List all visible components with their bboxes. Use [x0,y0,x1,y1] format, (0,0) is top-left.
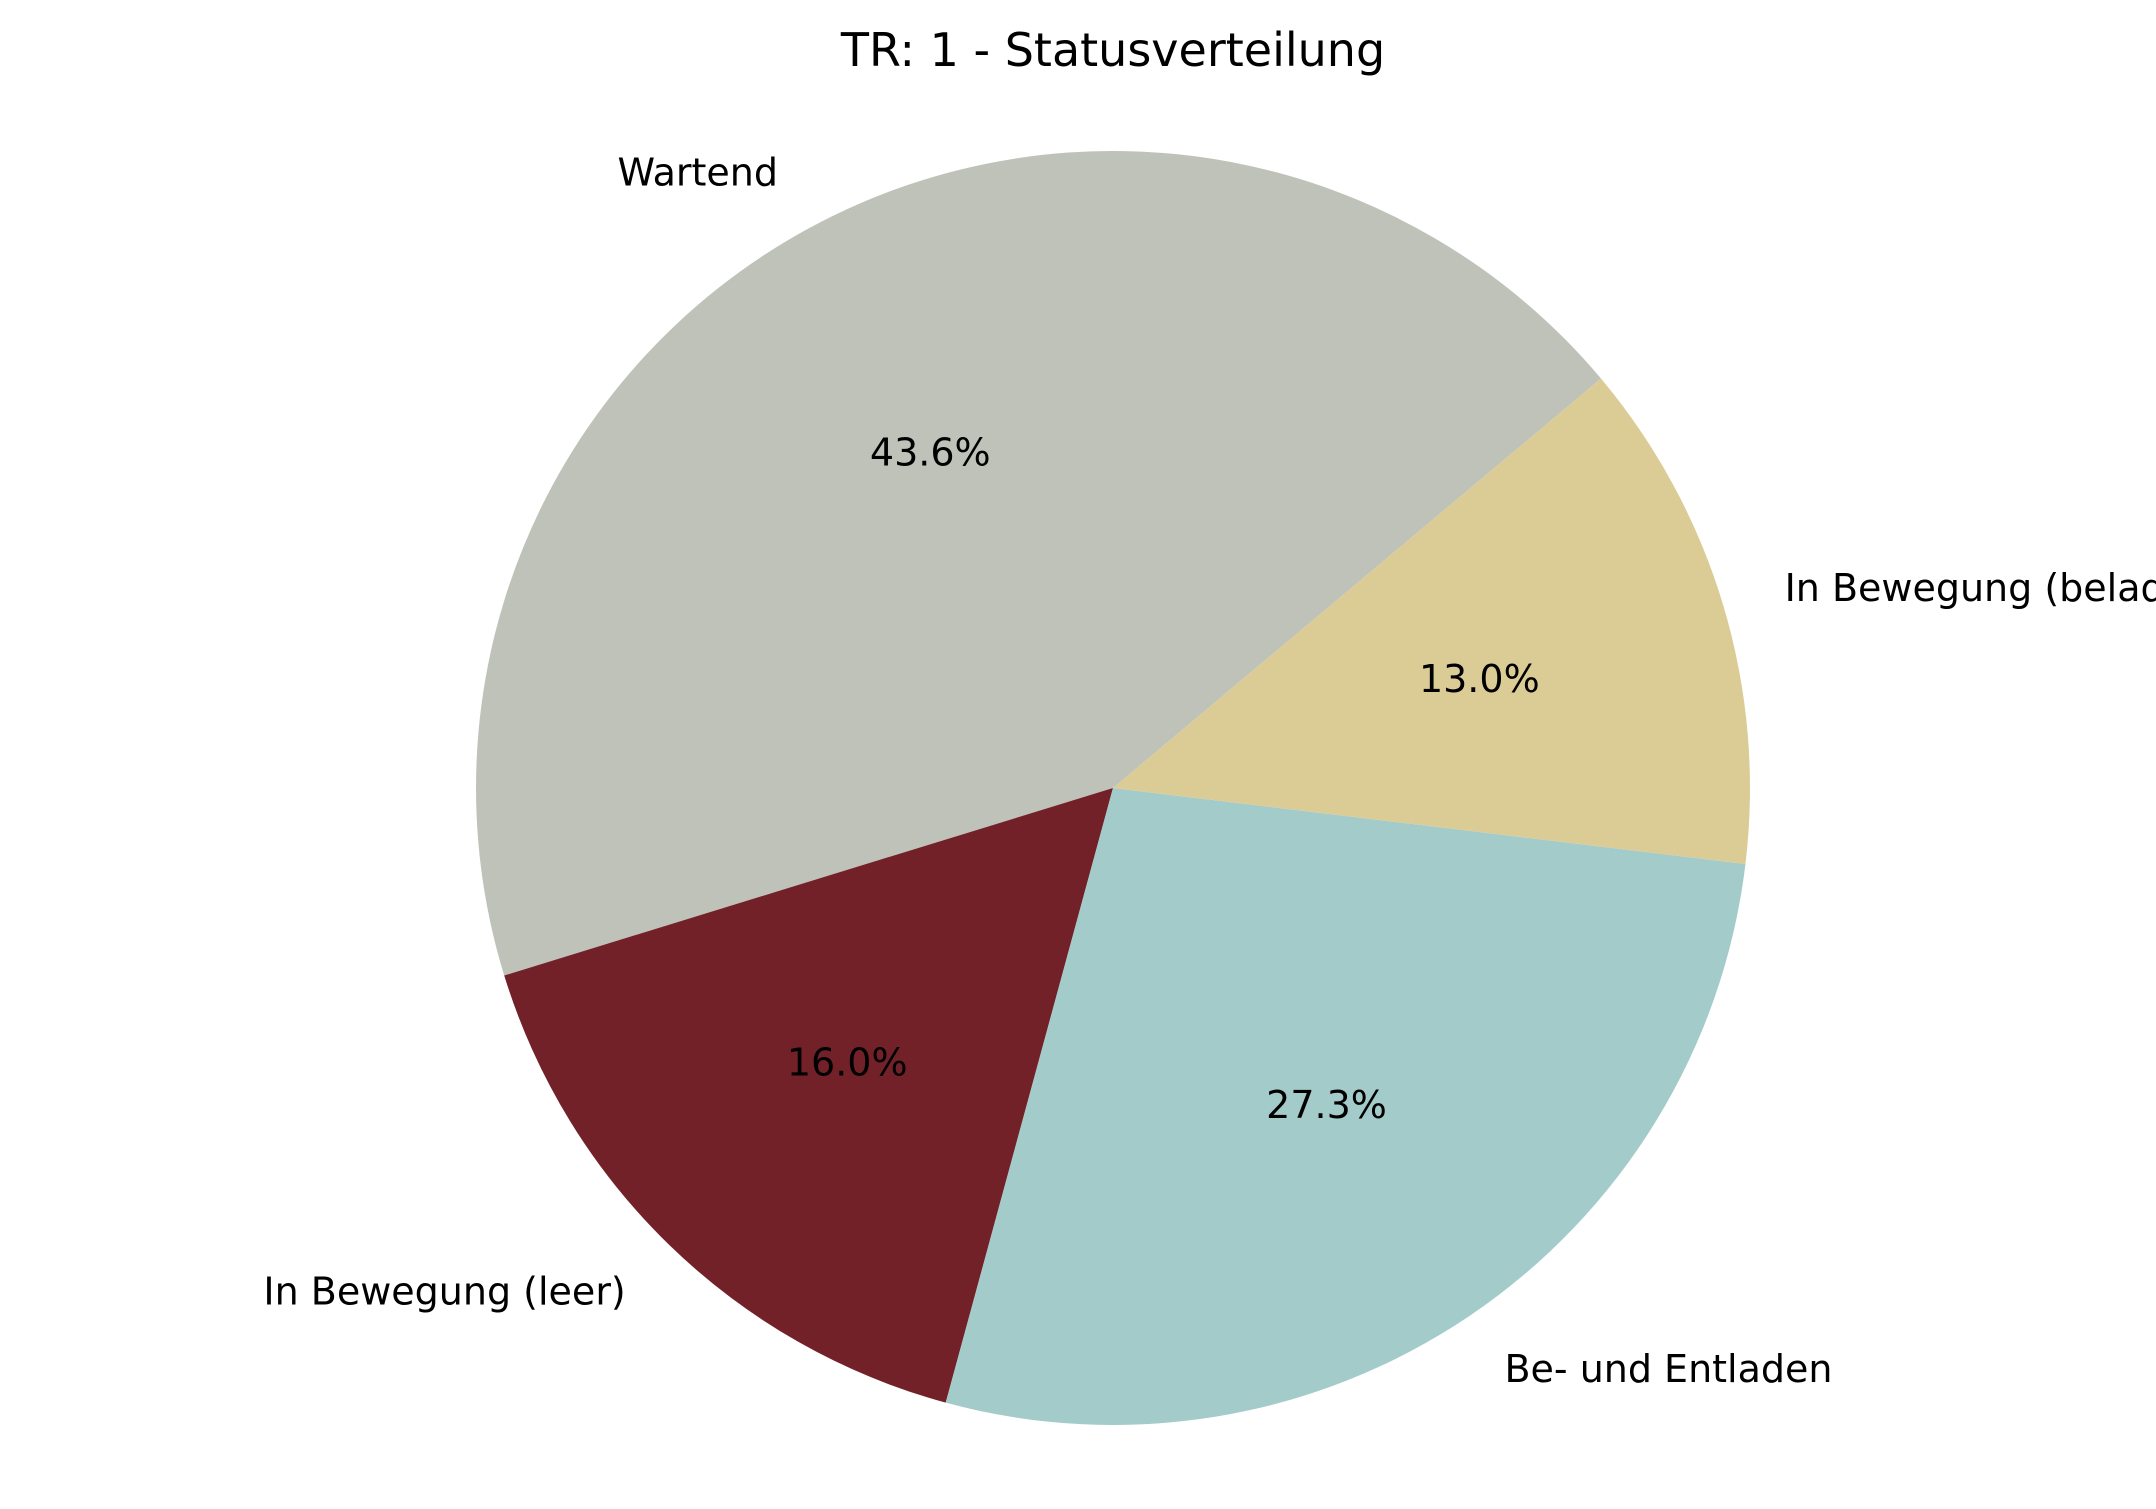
pie-category-label: In Bewegung (leer) [263,1270,625,1314]
pie-slice-2 [504,788,1113,1403]
pie-slice-3 [945,788,1746,1425]
pie-category-label: Be- und Entladen [1504,1347,1832,1391]
chart-title: TR: 1 - Statusverteilung [840,23,1385,77]
pie-pct-label: 16.0% [787,1041,908,1085]
pie-category-label: Wartend [617,151,778,195]
slices-layer [475,150,1750,1425]
pie-pct-label: 43.6% [870,430,991,474]
pie-slice-4 [1113,378,1750,864]
pie-category-label: In Bewegung (beladen) [1785,566,2156,610]
labels-layer: 43.6% Wartend 16.0% In Bewegung (leer) 27.3%… [263,151,2156,1392]
pie-slice-1 [475,150,1601,976]
pie-pct-label: 13.0% [1419,657,1540,701]
pie-pct-label: 27.3% [1266,1083,1387,1127]
